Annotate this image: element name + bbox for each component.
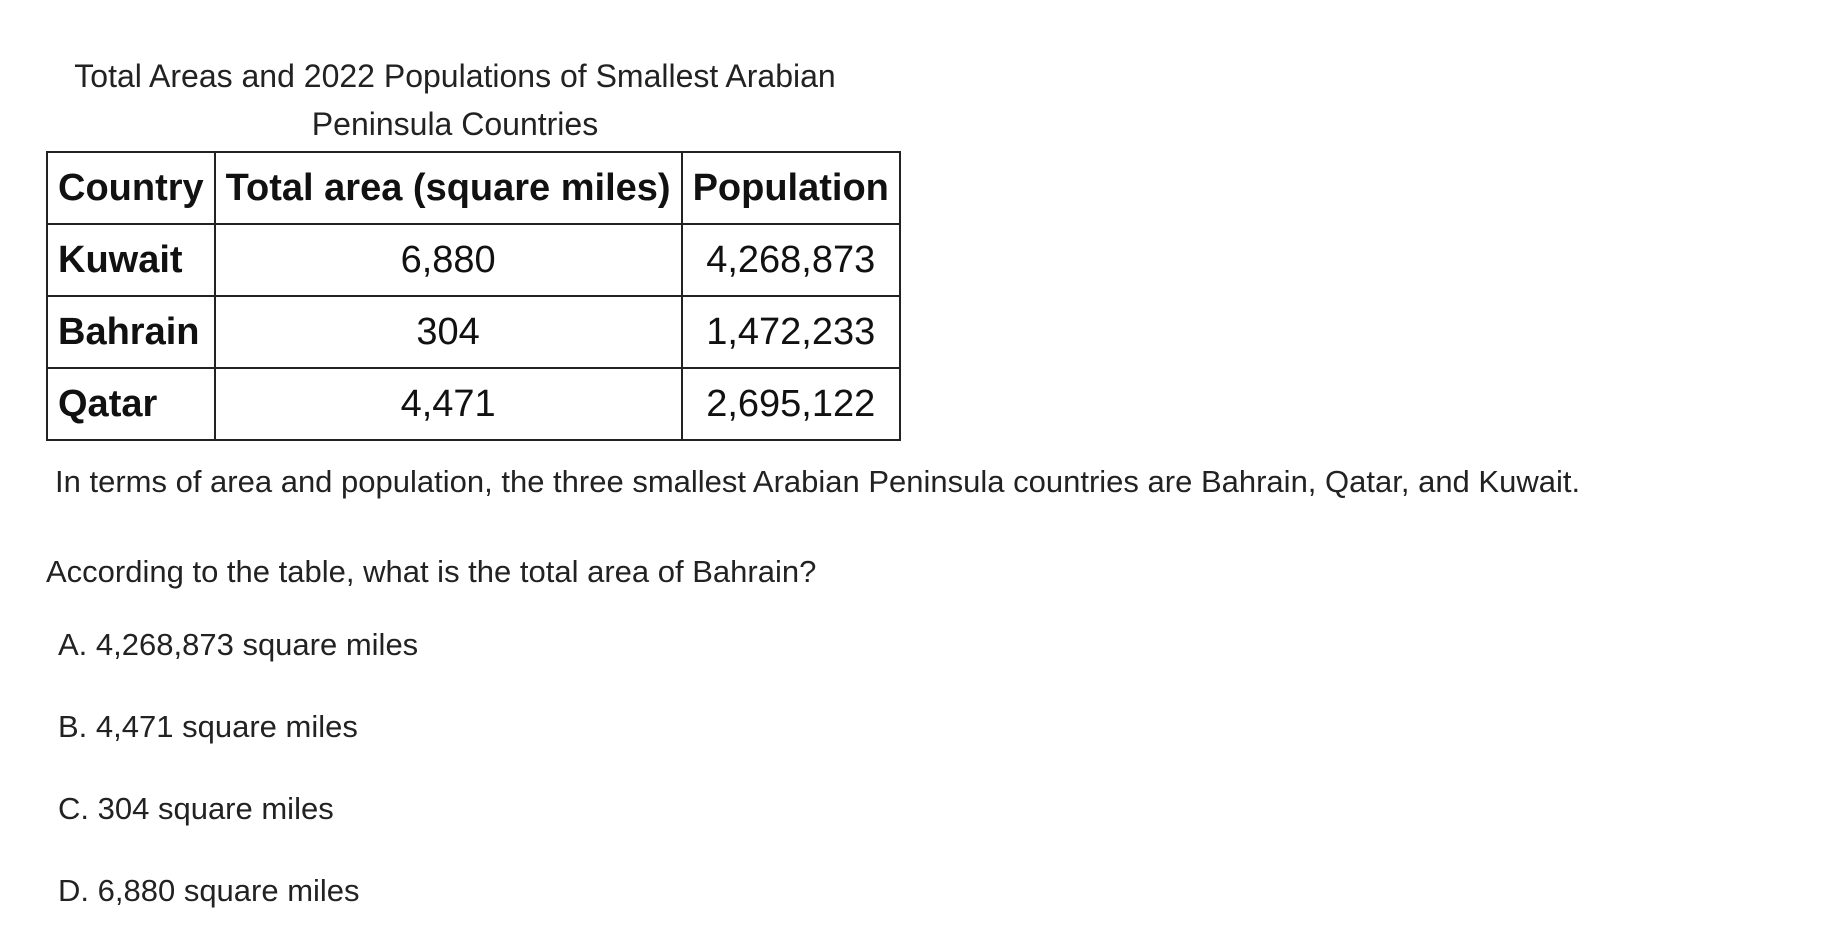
data-table: Country Total area (square miles) Popula… — [46, 151, 901, 441]
table-header-row: Country Total area (square miles) Popula… — [46, 151, 901, 225]
option-text: 4,471 square miles — [95, 709, 358, 744]
option-letter: A. — [58, 627, 88, 662]
header-total-area: Total area (square miles) — [213, 151, 683, 225]
table-row: Kuwait 6,880 4,268,873 — [46, 223, 901, 297]
cell-area: 304 — [213, 295, 683, 369]
table-caption: Total Areas and 2022 Populations of Smal… — [46, 52, 864, 148]
question-text: According to the table, what is the tota… — [46, 554, 817, 589]
option-text: 304 square miles — [97, 791, 334, 826]
cell-area: 4,471 — [213, 367, 683, 441]
cell-country: Kuwait — [46, 223, 216, 297]
option-letter: D. — [58, 873, 89, 908]
table-caption-line-2: Peninsula Countries — [311, 106, 599, 142]
answer-option-c[interactable]: C. 304 square miles — [58, 787, 334, 831]
table-row: Bahrain 304 1,472,233 — [46, 295, 901, 369]
cell-country: Bahrain — [46, 295, 216, 369]
table-caption-line-1: Total Areas and 2022 Populations of Smal… — [74, 58, 836, 94]
answer-option-a[interactable]: A. 4,268,873 square miles — [58, 623, 418, 667]
option-letter: C. — [58, 791, 89, 826]
cell-area: 6,880 — [213, 223, 683, 297]
answer-option-b[interactable]: B. 4,471 square miles — [58, 705, 358, 749]
header-country: Country — [46, 151, 216, 225]
header-population: Population — [680, 151, 901, 225]
cell-population: 1,472,233 — [680, 295, 901, 369]
table-row: Qatar 4,471 2,695,122 — [46, 367, 901, 441]
cell-population: 4,268,873 — [680, 223, 901, 297]
cell-country: Qatar — [46, 367, 216, 441]
cell-population: 2,695,122 — [680, 367, 901, 441]
option-text: 6,880 square miles — [97, 873, 360, 908]
option-letter: B. — [58, 709, 88, 744]
option-text: 4,268,873 square miles — [95, 627, 419, 662]
answer-option-d[interactable]: D. 6,880 square miles — [58, 869, 360, 913]
table-note: In terms of area and population, the thr… — [55, 464, 1581, 499]
